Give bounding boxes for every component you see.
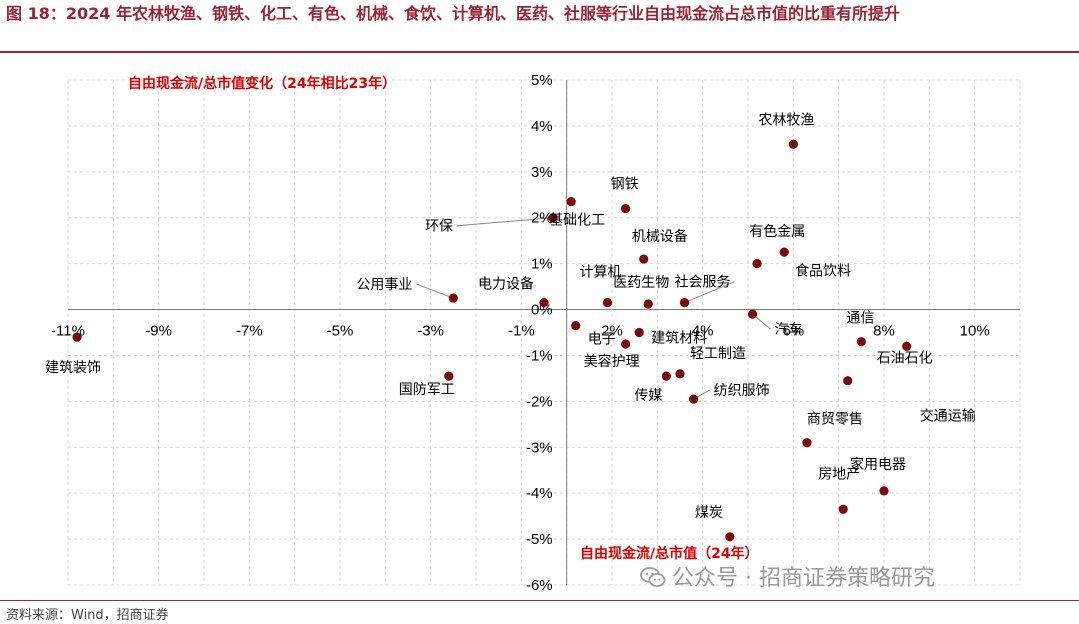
data-point: [643, 299, 653, 309]
x-tick-label: -7%: [236, 323, 263, 340]
title-divider: [0, 51, 1079, 53]
point-label: 电子: [588, 332, 616, 348]
x-axis-label: 自由现金流/总市值（24年）: [580, 545, 759, 562]
point-label: 电力设备: [478, 276, 534, 293]
y-tick-label: 5%: [531, 72, 553, 89]
leader-lines: [416, 217, 771, 400]
data-point: [621, 203, 631, 214]
point-label: 石油石化: [877, 350, 933, 366]
point-label: 环保: [425, 219, 453, 235]
y-tick-label: -2%: [526, 393, 553, 410]
y-tick-label: -6%: [526, 577, 553, 594]
data-point: [621, 339, 631, 349]
point-label: 有色金属: [749, 223, 805, 240]
point-label: 煤炭: [695, 505, 723, 521]
data-point: [779, 247, 789, 257]
axes: [68, 80, 1020, 585]
y-tick-label: -1%: [526, 347, 553, 364]
data-point: [72, 332, 82, 342]
figure-title: 图 18：2024 年农林牧渔、钢铁、化工、有色、机械、食饮、计算机、医药、社服…: [6, 4, 900, 23]
data-point: [571, 321, 581, 331]
watermark: 公众号 · 招商证券策略研究: [640, 560, 935, 592]
y-tick-label: -5%: [526, 531, 553, 548]
y-tick-label: 3%: [531, 164, 553, 181]
point-label: 传媒: [634, 388, 662, 404]
point-label: 纺织服饰: [714, 383, 770, 399]
data-point: [752, 259, 762, 269]
data-point: [747, 309, 758, 319]
tick-labels: -11% -9% -7% -5% -3% -1% 2% 4% 6% 8% 10%5%4%3%2%1%…: [51, 72, 990, 594]
data-point: [444, 371, 454, 381]
x-tick-label: 2%: [601, 323, 623, 340]
data-point: [802, 438, 812, 448]
x-tick-label: -3%: [417, 323, 444, 340]
x-tick-label: 6%: [782, 323, 804, 340]
point-label: 机械设备: [632, 228, 688, 245]
y-tick-label: 2%: [531, 210, 553, 227]
point-label: 建筑装饰: [45, 360, 101, 376]
x-tick-label: 10%: [960, 323, 990, 340]
footer-divider: [0, 600, 1079, 601]
data-points: [72, 139, 912, 542]
point-label: 医药生物: [613, 275, 669, 291]
y-axis-label: 自由现金流/总市值变化（24年相比23年）: [128, 75, 396, 92]
watermark-text: 公众号 · 招商证券策略研究: [672, 566, 935, 591]
point-label: 钢铁: [611, 177, 639, 193]
point-label: 轻工制造: [690, 346, 746, 362]
point-label: 通信: [846, 311, 874, 327]
x-tick-label: -5%: [327, 323, 354, 340]
data-point: [639, 254, 649, 264]
data-point: [838, 504, 848, 514]
x-tick-label: -1%: [508, 323, 535, 340]
data-point: [661, 371, 672, 381]
data-point: [548, 213, 558, 223]
point-label: 基础化工: [549, 212, 605, 229]
point-label: 国防军工: [399, 382, 455, 398]
y-tick-label: 1%: [531, 256, 553, 273]
data-point: [879, 486, 889, 496]
x-tick-label: -9%: [145, 323, 172, 340]
leader-line: [457, 217, 554, 227]
source-note: 资料来源：Wind，招商证券: [6, 608, 169, 623]
point-label: 汽车: [775, 321, 803, 338]
data-point: [689, 394, 699, 404]
point-label: 美容护理: [584, 353, 640, 370]
x-tick-label: 8%: [873, 323, 895, 340]
data-point: [843, 376, 853, 386]
y-tick-label: -3%: [526, 439, 553, 456]
point-label: 食品饮料: [795, 263, 851, 280]
data-point: [675, 369, 685, 379]
point-label: 社会服务: [675, 275, 731, 291]
data-point: [788, 139, 798, 149]
data-point: [679, 298, 690, 308]
point-label: 建筑材料: [651, 331, 707, 347]
point-label: 房地产: [818, 466, 860, 482]
data-point: [902, 341, 912, 351]
leader-line: [416, 283, 454, 299]
y-tick-label: 4%: [531, 118, 553, 135]
leader-line: [684, 281, 735, 304]
data-point: [539, 298, 549, 308]
scatter-chart: -11% -9% -7% -5% -3% -1% 2% 4% 6% 8% 10%5%4%3%2%1%…: [45, 72, 1021, 594]
point-label: 交通运输: [920, 408, 976, 425]
point-label: 公用事业: [356, 277, 412, 293]
data-point: [602, 298, 613, 308]
point-label: 计算机: [579, 265, 621, 281]
data-point: [634, 327, 644, 338]
data-point: [725, 532, 735, 542]
data-point: [448, 293, 458, 303]
point-label: 家用电器: [850, 456, 906, 473]
point-label: 商贸零售: [807, 412, 863, 428]
x-tick-label: 4%: [692, 323, 714, 340]
data-point: [566, 197, 576, 207]
data-point: [856, 337, 866, 347]
wechat-icon: [640, 567, 666, 587]
point-label: 农林牧渔: [758, 112, 814, 128]
y-tick-label: -4%: [526, 485, 553, 502]
